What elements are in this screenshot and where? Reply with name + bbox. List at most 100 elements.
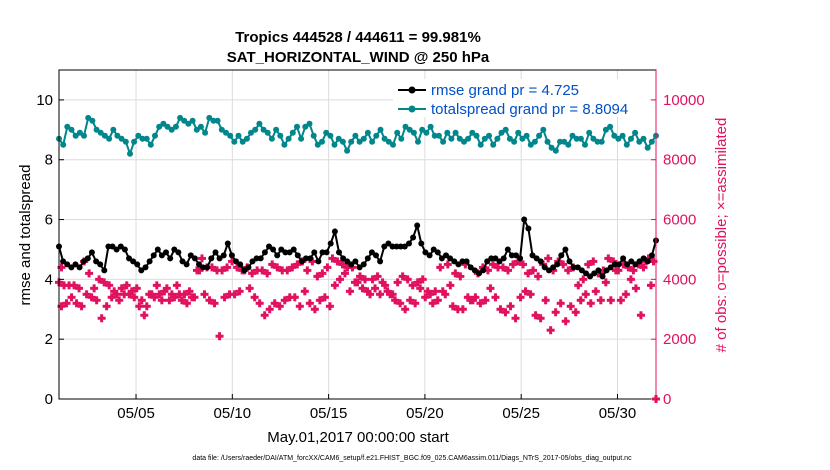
rmse-point xyxy=(216,255,223,262)
totalspread-point xyxy=(327,132,334,139)
totalspread-point xyxy=(410,129,417,136)
totalspread-point xyxy=(256,120,263,127)
legend: rmse grand pr = 4.725 totalspread grand … xyxy=(393,79,649,118)
assimilated-count-marker xyxy=(401,305,410,314)
totalspread-point xyxy=(352,132,359,139)
rmse-point xyxy=(97,261,104,268)
rmse-point xyxy=(476,270,482,277)
rmse-point xyxy=(183,261,190,268)
assimilated-count-marker xyxy=(345,287,354,296)
totalspread-point xyxy=(577,135,584,142)
assimilated-count-marker xyxy=(458,305,467,314)
totalspread-point xyxy=(644,144,651,151)
assimilated-count-marker xyxy=(604,254,613,263)
rmse-point xyxy=(138,267,145,274)
assimilated-count-marker xyxy=(368,275,377,284)
totalspread-point xyxy=(323,129,330,136)
totalspread-point xyxy=(239,138,246,145)
totalspread-point xyxy=(331,141,338,148)
assimilated-count-marker xyxy=(127,287,136,296)
rmse-point xyxy=(241,267,248,274)
assimilated-count-marker xyxy=(192,266,201,275)
rmse-point xyxy=(315,258,322,265)
assimilated-count-marker xyxy=(541,296,550,305)
assimilated-count-marker xyxy=(70,281,79,290)
assimilated-count-marker xyxy=(566,302,575,311)
totalspread-point xyxy=(427,123,434,130)
rmse-point xyxy=(208,255,215,262)
totalspread-point xyxy=(440,138,447,145)
totalspread-point xyxy=(185,120,192,127)
assimilated-count-marker xyxy=(270,299,279,308)
totalspread-point xyxy=(369,138,376,145)
assimilated-count-marker xyxy=(255,299,264,308)
rmse-point xyxy=(611,261,618,268)
rmse-point xyxy=(233,258,239,265)
totalspread-point xyxy=(419,126,426,133)
assimilated-count-marker xyxy=(100,278,109,287)
totalspread-point xyxy=(85,114,92,121)
rmse-point xyxy=(628,258,635,265)
assimilated-count-marker xyxy=(378,278,387,287)
rmse-point xyxy=(130,258,137,265)
rmse-point xyxy=(513,252,519,259)
rmse-point xyxy=(587,273,594,280)
rmse-point xyxy=(480,267,487,274)
totalspread-point xyxy=(160,120,167,127)
totalspread-point xyxy=(314,141,321,148)
totalspread-point xyxy=(590,135,597,142)
assimilated-count-marker xyxy=(112,290,121,299)
rmse-point xyxy=(237,261,244,268)
assimilated-count-marker xyxy=(305,299,314,308)
rmse-point xyxy=(525,225,532,232)
rmse-point xyxy=(113,246,120,253)
assimilated-count-marker xyxy=(115,296,124,305)
assimilated-count-marker xyxy=(428,299,437,308)
rmse-point xyxy=(245,264,252,271)
rmse-point xyxy=(200,264,207,271)
totalspread-point xyxy=(152,132,158,139)
totalspread-point xyxy=(611,132,618,139)
assimilated-count-marker xyxy=(330,281,339,290)
totalspread-point xyxy=(415,138,421,145)
rmse-point xyxy=(373,252,379,259)
assimilated-count-marker xyxy=(639,263,648,272)
totalspread-point xyxy=(227,132,234,139)
series-layer xyxy=(55,114,660,403)
rmse-point xyxy=(550,264,557,271)
totalspread-point xyxy=(394,129,401,136)
rmse-point xyxy=(368,249,375,256)
rmse-point xyxy=(546,267,552,274)
totalspread-point xyxy=(260,126,267,133)
assimilated-count-marker xyxy=(250,293,259,302)
totalspread-point xyxy=(619,132,626,139)
rmse-point xyxy=(163,249,169,256)
rmse-point xyxy=(167,255,174,262)
legend-label-totalspread: totalspread grand pr = 8.8094 xyxy=(431,101,628,118)
totalspread-point xyxy=(385,138,392,145)
assimilated-count-marker xyxy=(529,266,538,275)
rmse-point xyxy=(397,243,404,250)
totalspread-point xyxy=(544,138,551,145)
x-tick-label: 05/10 xyxy=(214,405,252,422)
rmse-point xyxy=(158,252,165,259)
assimilated-count-marker xyxy=(142,302,151,311)
assimilated-count-marker xyxy=(358,284,367,293)
x-tick-label: 05/20 xyxy=(406,405,444,422)
assimilated-count-marker xyxy=(117,284,126,293)
totalspread-point xyxy=(628,135,634,142)
assimilated-count-marker xyxy=(263,269,272,278)
assimilated-count-marker xyxy=(288,263,297,272)
y-axis-label-left: rmse and totalspread xyxy=(17,165,34,306)
assimilated-count-marker xyxy=(310,305,319,314)
assimilated-count-marker xyxy=(371,284,380,293)
assimilated-count-marker xyxy=(132,284,141,293)
rmse-point xyxy=(146,258,153,265)
assimilated-count-marker xyxy=(629,266,638,275)
totalspread-point xyxy=(273,126,280,133)
assimilated-count-marker xyxy=(67,293,76,302)
totalspread-point xyxy=(586,129,593,136)
rmse-point xyxy=(220,252,227,259)
totalspread-point xyxy=(406,126,413,133)
y-right-tick-label: 10000 xyxy=(663,92,705,109)
